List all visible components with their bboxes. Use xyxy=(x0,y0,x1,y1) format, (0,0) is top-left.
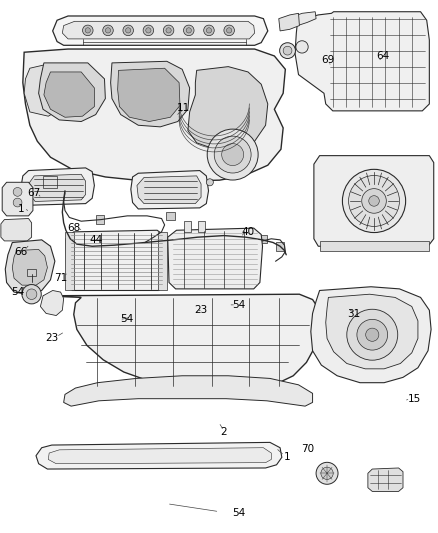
Polygon shape xyxy=(110,61,189,127)
Bar xyxy=(275,242,284,251)
Text: 64: 64 xyxy=(375,51,389,61)
Text: 31: 31 xyxy=(346,310,359,319)
Text: 54: 54 xyxy=(120,314,134,324)
Polygon shape xyxy=(64,376,312,406)
Polygon shape xyxy=(44,72,94,117)
Circle shape xyxy=(82,25,93,36)
Circle shape xyxy=(206,28,211,33)
Text: 54: 54 xyxy=(232,300,245,310)
Polygon shape xyxy=(325,294,417,369)
Bar xyxy=(43,176,57,188)
Polygon shape xyxy=(39,63,105,122)
Bar xyxy=(258,235,266,243)
Bar xyxy=(158,232,166,290)
Text: 15: 15 xyxy=(407,394,420,403)
Polygon shape xyxy=(117,68,180,122)
Polygon shape xyxy=(36,442,281,469)
Text: 1: 1 xyxy=(18,204,25,214)
Text: 40: 40 xyxy=(241,227,254,237)
Circle shape xyxy=(279,43,295,59)
Polygon shape xyxy=(367,468,402,491)
Bar xyxy=(95,215,104,224)
Polygon shape xyxy=(23,49,285,181)
Polygon shape xyxy=(167,228,262,289)
Polygon shape xyxy=(28,174,85,201)
Polygon shape xyxy=(40,290,64,316)
Polygon shape xyxy=(310,287,430,383)
Circle shape xyxy=(143,25,153,36)
Circle shape xyxy=(166,28,171,33)
Polygon shape xyxy=(62,21,254,39)
Circle shape xyxy=(223,25,234,36)
Bar xyxy=(320,241,428,251)
Polygon shape xyxy=(53,16,267,45)
Circle shape xyxy=(85,28,90,33)
Circle shape xyxy=(214,136,251,173)
Bar xyxy=(183,221,191,232)
Circle shape xyxy=(356,319,387,350)
Circle shape xyxy=(365,328,378,341)
Polygon shape xyxy=(294,12,428,111)
Circle shape xyxy=(207,129,258,180)
Circle shape xyxy=(226,28,231,33)
Polygon shape xyxy=(21,168,94,205)
Circle shape xyxy=(22,285,41,304)
Circle shape xyxy=(186,28,191,33)
Polygon shape xyxy=(12,249,47,285)
Polygon shape xyxy=(2,182,33,216)
Circle shape xyxy=(361,189,385,213)
Text: 2: 2 xyxy=(220,427,227,437)
Circle shape xyxy=(315,462,337,484)
Circle shape xyxy=(348,175,399,227)
Polygon shape xyxy=(66,230,166,290)
Circle shape xyxy=(295,41,307,53)
Text: 70: 70 xyxy=(300,444,313,454)
Circle shape xyxy=(203,25,214,36)
Text: 44: 44 xyxy=(89,235,102,245)
Circle shape xyxy=(105,28,110,33)
Text: 69: 69 xyxy=(321,55,334,64)
Circle shape xyxy=(145,28,151,33)
Polygon shape xyxy=(43,294,319,390)
Circle shape xyxy=(13,188,22,196)
Circle shape xyxy=(342,169,405,232)
Bar xyxy=(65,232,74,290)
Text: 23: 23 xyxy=(45,334,58,343)
Circle shape xyxy=(206,179,213,186)
Bar xyxy=(166,212,174,220)
Polygon shape xyxy=(5,240,55,294)
Text: 68: 68 xyxy=(67,223,80,233)
Polygon shape xyxy=(131,171,208,209)
Text: 1: 1 xyxy=(283,453,290,462)
Circle shape xyxy=(26,289,37,300)
Polygon shape xyxy=(137,176,201,204)
Circle shape xyxy=(368,196,378,206)
Text: 66: 66 xyxy=(14,247,27,256)
Polygon shape xyxy=(291,12,315,26)
Bar xyxy=(197,221,205,232)
Circle shape xyxy=(102,25,113,36)
Polygon shape xyxy=(278,13,299,31)
Circle shape xyxy=(125,28,131,33)
Polygon shape xyxy=(187,67,267,149)
Circle shape xyxy=(163,25,173,36)
Text: 23: 23 xyxy=(194,305,207,315)
Text: 67: 67 xyxy=(28,188,41,198)
Circle shape xyxy=(346,309,397,360)
Bar xyxy=(27,269,36,276)
Text: 54: 54 xyxy=(11,287,24,297)
Text: 54: 54 xyxy=(231,508,244,518)
Polygon shape xyxy=(48,448,271,464)
Circle shape xyxy=(320,467,332,480)
Text: 71: 71 xyxy=(54,273,67,283)
Polygon shape xyxy=(313,156,433,246)
Circle shape xyxy=(183,25,194,36)
Polygon shape xyxy=(1,219,32,241)
Polygon shape xyxy=(24,64,68,116)
Circle shape xyxy=(13,198,22,207)
Circle shape xyxy=(283,46,291,55)
Circle shape xyxy=(123,25,133,36)
Circle shape xyxy=(221,143,243,166)
Text: 11: 11 xyxy=(177,103,190,112)
